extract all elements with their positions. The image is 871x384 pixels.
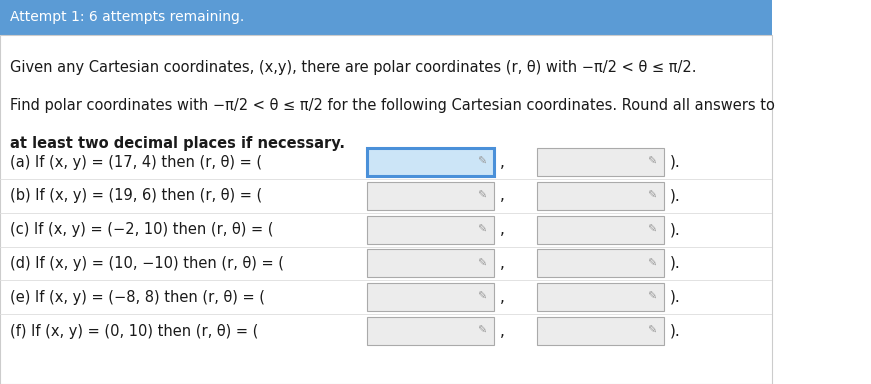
Text: ✎: ✎ xyxy=(477,258,487,268)
Text: (a) If (x, y) = (17, 4) then (r, θ) = (: (a) If (x, y) = (17, 4) then (r, θ) = ( xyxy=(10,154,262,170)
FancyBboxPatch shape xyxy=(537,148,665,176)
Text: ,: , xyxy=(500,222,504,237)
Text: ✎: ✎ xyxy=(647,191,657,201)
FancyBboxPatch shape xyxy=(537,250,665,277)
FancyBboxPatch shape xyxy=(0,248,773,280)
Text: (b) If (x, y) = (19, 6) then (r, θ) = (: (b) If (x, y) = (19, 6) then (r, θ) = ( xyxy=(10,188,262,204)
Text: (d) If (x, y) = (10, −10) then (r, θ) = (: (d) If (x, y) = (10, −10) then (r, θ) = … xyxy=(10,256,284,271)
Text: Find polar coordinates with −π/2 < θ ≤ π/2 for the following Cartesian coordinat: Find polar coordinates with −π/2 < θ ≤ π… xyxy=(10,98,775,113)
FancyBboxPatch shape xyxy=(0,0,773,35)
FancyBboxPatch shape xyxy=(0,281,773,313)
Text: ,: , xyxy=(500,323,504,339)
Text: at least two decimal places if necessary.: at least two decimal places if necessary… xyxy=(10,136,345,151)
Text: ).: ). xyxy=(670,222,680,237)
FancyBboxPatch shape xyxy=(0,315,773,347)
Text: ).: ). xyxy=(670,188,680,204)
Text: (c) If (x, y) = (−2, 10) then (r, θ) = (: (c) If (x, y) = (−2, 10) then (r, θ) = ( xyxy=(10,222,273,237)
Text: ,: , xyxy=(500,188,504,204)
Text: ).: ). xyxy=(670,154,680,170)
Text: ,: , xyxy=(500,290,504,305)
Text: Attempt 1: 6 attempts remaining.: Attempt 1: 6 attempts remaining. xyxy=(10,10,244,24)
Text: (e) If (x, y) = (−8, 8) then (r, θ) = (: (e) If (x, y) = (−8, 8) then (r, θ) = ( xyxy=(10,290,265,305)
Text: ✎: ✎ xyxy=(477,191,487,201)
FancyBboxPatch shape xyxy=(367,216,495,244)
FancyBboxPatch shape xyxy=(0,214,773,246)
Text: ✎: ✎ xyxy=(647,258,657,268)
FancyBboxPatch shape xyxy=(537,182,665,210)
FancyBboxPatch shape xyxy=(367,250,495,277)
Text: ✎: ✎ xyxy=(477,326,487,336)
FancyBboxPatch shape xyxy=(537,216,665,244)
Text: ,: , xyxy=(500,154,504,170)
FancyBboxPatch shape xyxy=(537,317,665,345)
FancyBboxPatch shape xyxy=(0,146,773,178)
Text: ✎: ✎ xyxy=(477,157,487,167)
Text: ).: ). xyxy=(670,290,680,305)
Text: ✎: ✎ xyxy=(647,326,657,336)
FancyBboxPatch shape xyxy=(0,35,773,384)
Text: ✎: ✎ xyxy=(647,157,657,167)
FancyBboxPatch shape xyxy=(367,148,495,176)
Text: ✎: ✎ xyxy=(647,292,657,302)
FancyBboxPatch shape xyxy=(367,317,495,345)
Text: ✎: ✎ xyxy=(647,225,657,235)
Text: ✎: ✎ xyxy=(477,292,487,302)
Text: ).: ). xyxy=(670,256,680,271)
Text: ✎: ✎ xyxy=(477,225,487,235)
Text: ).: ). xyxy=(670,323,680,339)
FancyBboxPatch shape xyxy=(0,180,773,212)
Text: (f) If (x, y) = (0, 10) then (r, θ) = (: (f) If (x, y) = (0, 10) then (r, θ) = ( xyxy=(10,323,259,339)
Text: Given any Cartesian coordinates, (x,y), there are polar coordinates (r, θ) with : Given any Cartesian coordinates, (x,y), … xyxy=(10,60,697,74)
FancyBboxPatch shape xyxy=(367,182,495,210)
Text: ,: , xyxy=(500,256,504,271)
FancyBboxPatch shape xyxy=(537,283,665,311)
FancyBboxPatch shape xyxy=(367,283,495,311)
